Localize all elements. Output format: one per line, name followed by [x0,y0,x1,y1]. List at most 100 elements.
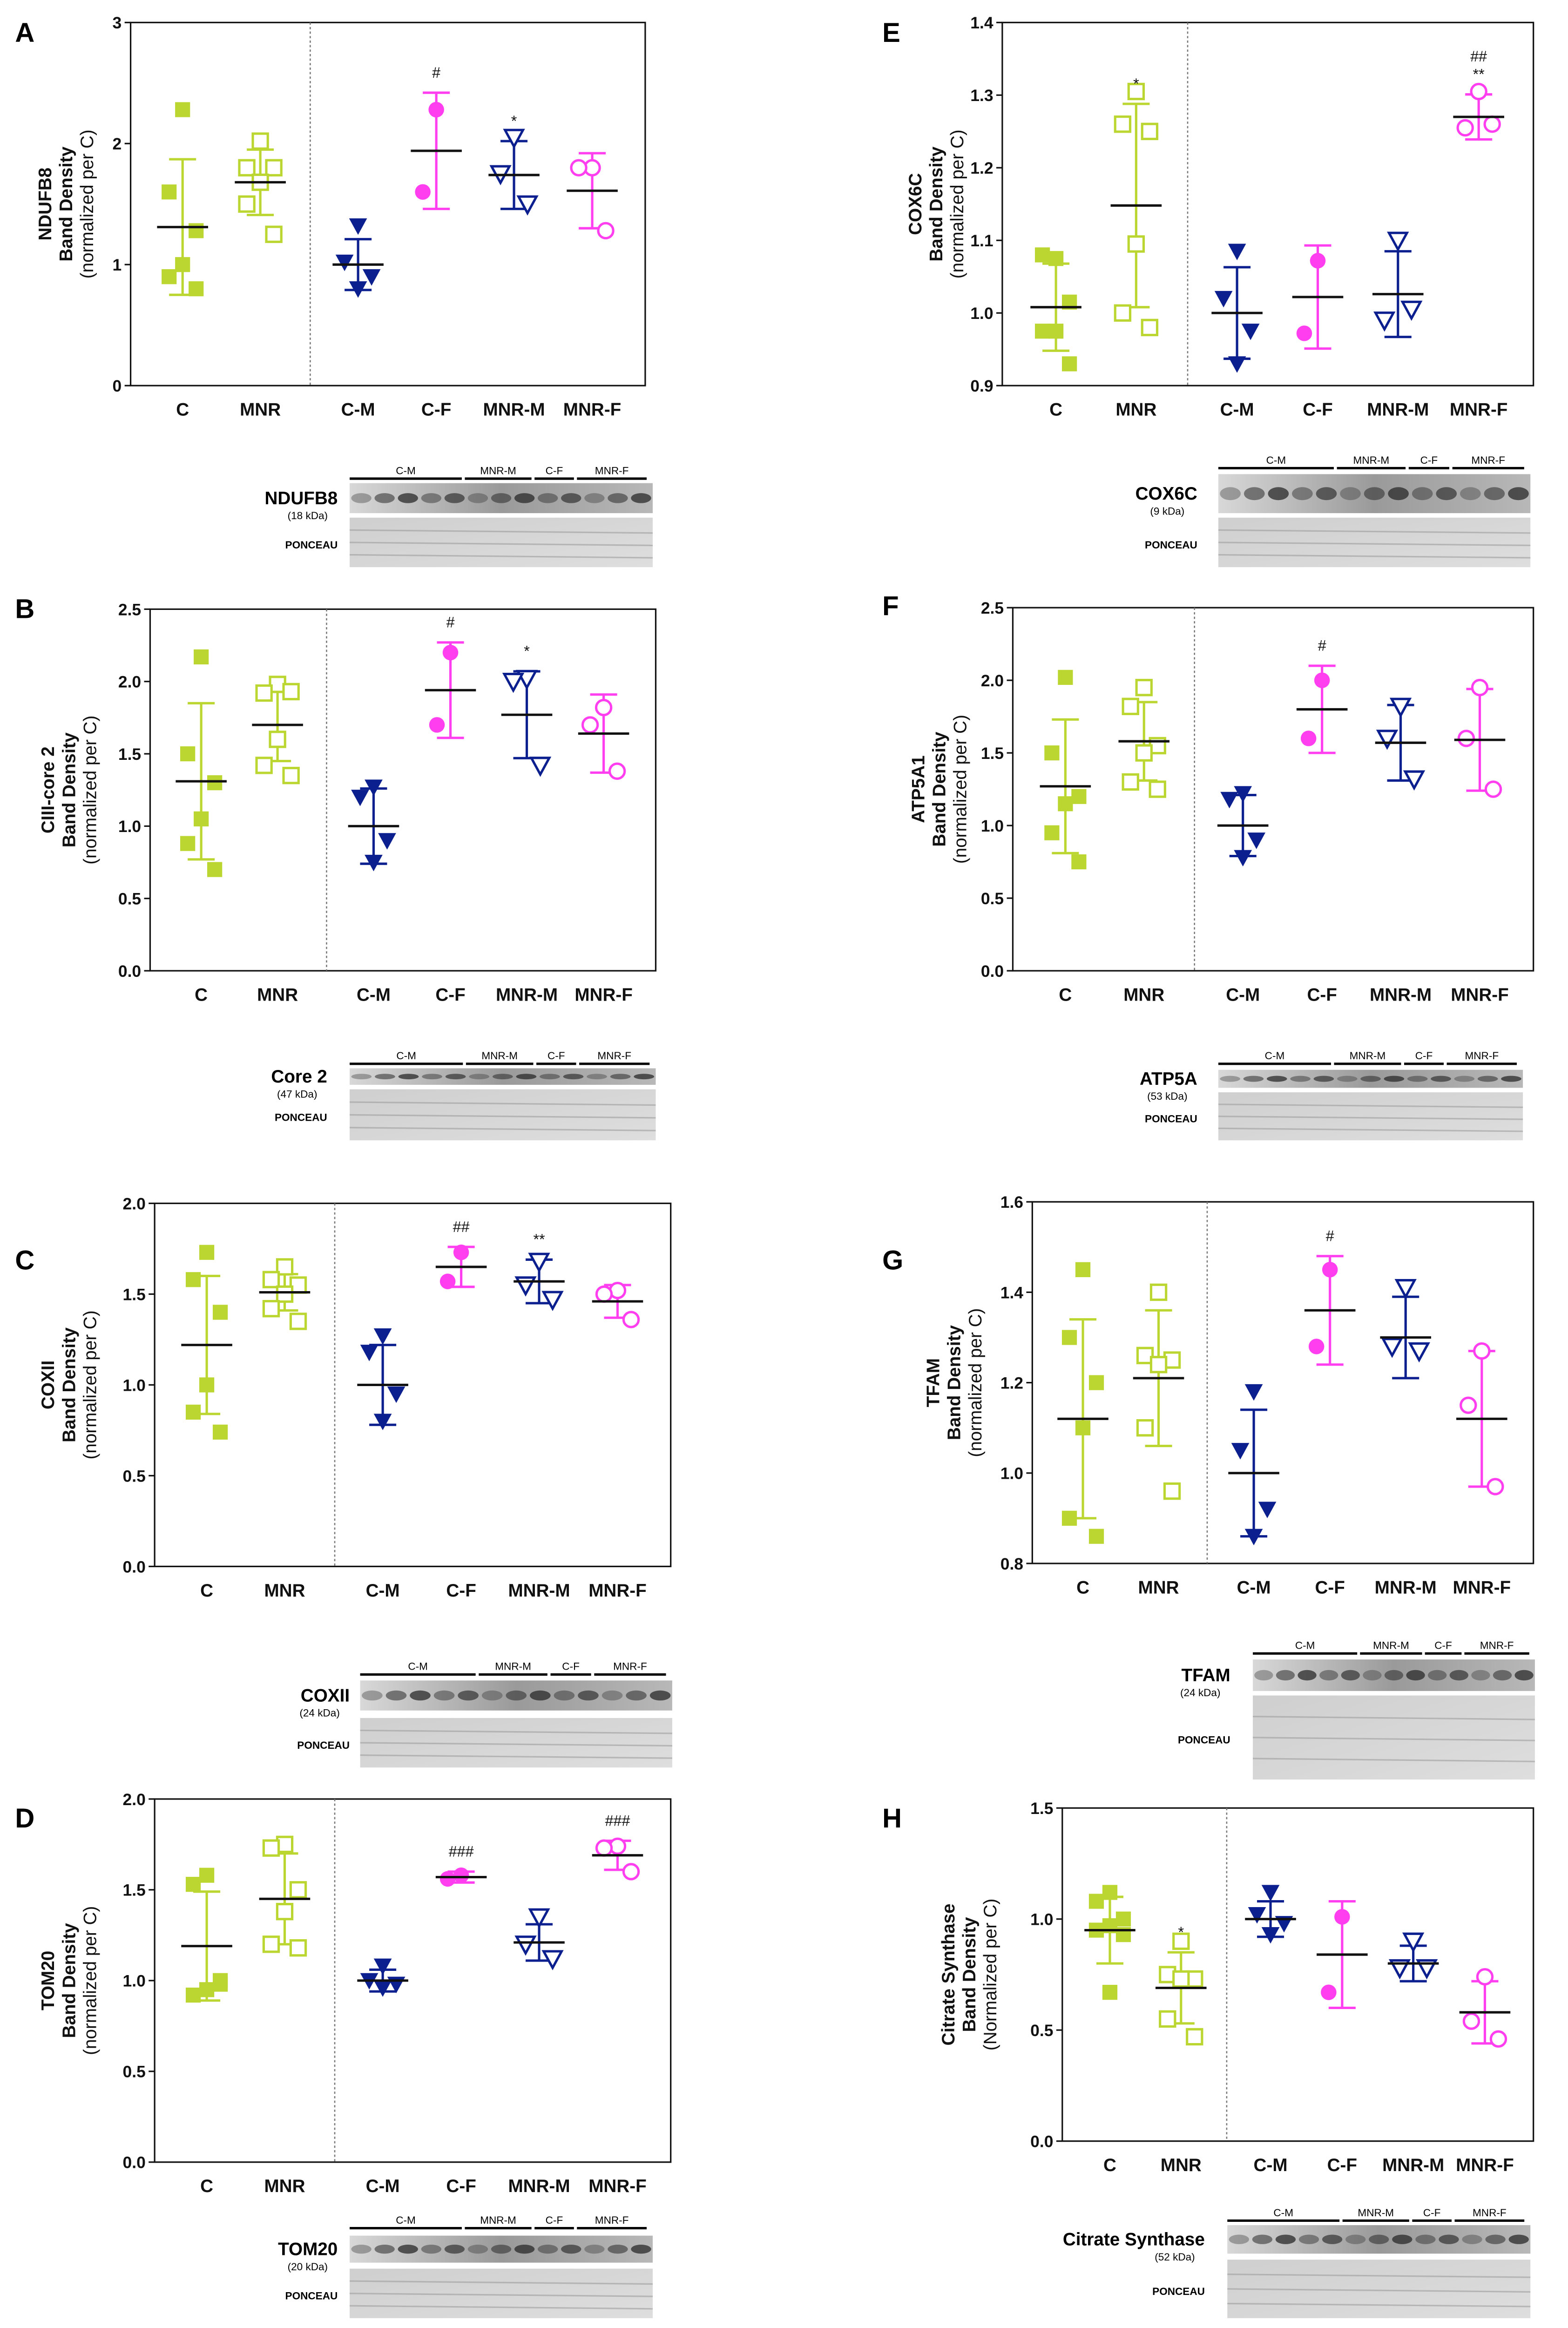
band [587,1074,607,1080]
x-tick-label: MNR [1138,1577,1179,1597]
series-c-f: # [411,64,462,210]
y-tick-label: 0.0 [981,962,1004,981]
lane-group-label: MNR-F [595,465,629,476]
significance-marker: ** [1473,66,1485,83]
filled-square-point [1088,1894,1104,1909]
y-tick-label: 0.0 [118,962,141,981]
x-tick-label: MNR-F [1451,985,1509,1005]
blot-protein-label: NDUFB8 [265,488,338,508]
y-label-measure: Band Density [59,1923,79,2038]
x-tick-label: C [195,985,208,1005]
open-circle-point [1460,1396,1477,1414]
open-triangle-point [1373,311,1396,332]
y-tick-label: 0.0 [123,2153,146,2172]
filled-square-point [189,223,204,238]
band [529,1690,551,1701]
filled-circle-point [439,1871,456,1887]
x-tick-label: MNR [1161,2155,1202,2175]
band [374,2244,395,2254]
open-square-point [1114,304,1132,322]
open-circle-point [581,716,599,734]
filled-square-point [1048,251,1064,266]
open-triangle-point [1408,1342,1430,1363]
band [421,493,442,503]
y-tick-label: 0.5 [118,890,141,908]
band [1266,1076,1287,1082]
open-square-point [1122,697,1139,715]
filled-square-point [1058,670,1073,685]
y-tick-label: 2.0 [118,673,141,691]
y-axis-label: TOM20 Band Density (normalized per C) [38,1906,100,2055]
band [602,1690,623,1701]
western-blot: C-M MNR-M C-F MNR-F Citrate Synthase(52 kDa)… [1063,2207,1531,2318]
plot-frame [129,21,646,386]
open-square-point [251,132,269,150]
band [398,1074,419,1080]
filled-square-point [1075,1262,1091,1278]
blot-protein-label: TOM20 [278,2240,338,2260]
y-tick-label: 1.0 [123,1972,146,1990]
x-tick-label: C-F [1303,400,1332,420]
band [410,1690,431,1701]
band [433,1690,455,1701]
open-square-point [262,1935,280,1953]
open-circle-point [1462,2012,1480,2030]
ponceau-band [1218,1127,1523,1132]
significance-marker: # [1326,1228,1334,1245]
open-square-point [1141,122,1159,140]
series-mnr: * [1110,75,1162,337]
filled-triangle-point [1234,786,1252,803]
band [537,493,558,503]
band [467,2244,488,2254]
series-c [1030,247,1081,372]
filled-square-point [189,281,204,297]
y-label-measure: Band Density [929,731,949,847]
y-axis-label: CIII-core 2 Band Density (normalized per C… [38,716,100,865]
y-tick-label: 3 [113,14,122,32]
y-tick-label: 1.1 [970,231,993,250]
series-c [181,1245,232,1440]
filled-square-point [162,269,177,284]
y-tick-label: 0.5 [981,889,1004,908]
lane-group-label: C-M [1266,454,1286,466]
plot-frame [149,608,657,972]
ponceau-band [350,2293,653,2297]
lane-group-label: MNR-F [1471,454,1505,466]
y-tick-label: 2.5 [981,599,1004,617]
band [481,1690,503,1701]
band [1460,487,1481,501]
series-mnr-m: ** [514,1231,565,1311]
lane-group-label: MNR-F [595,2214,629,2226]
open-triangle-point [514,1935,537,1956]
western-blot: C-M MNR-M C-F MNR-F COX6C(9 kDa) PONCEAU [1135,454,1531,568]
x-tick-label: C [200,1581,213,1601]
y-label-measure: Band Density [59,732,79,848]
filled-circle-point [1300,731,1317,746]
band [1431,1076,1451,1082]
lane-group-label: C-M [396,465,416,476]
band [563,1074,584,1080]
plot-frame [1001,21,1534,386]
filled-circle-point [453,1245,469,1260]
x-tick-label: C-M [1220,400,1254,420]
band [1514,1670,1534,1681]
band [1276,1670,1295,1681]
lane-group-label: MNR-M [480,465,516,476]
open-square-point [1114,115,1132,133]
y-axis-label: NDUFB8 Band Density (normalized per C) [35,129,97,278]
open-square-point [1172,1970,1190,1988]
x-tick-label: MNR-M [508,2176,570,2196]
y-tick-label: 1.0 [123,1376,146,1394]
y-label-protein: Citrate Synthase [939,1903,959,2045]
open-triangle-point [541,1291,564,1311]
series-c-m [1211,244,1263,373]
filled-square-point [1061,356,1077,372]
y-label-protein: CIII-core 2 [38,746,58,833]
series-mnr [259,1258,311,1330]
lane-group-label: C-F [546,2214,563,2226]
band [610,1074,631,1080]
filled-triangle-point [1220,792,1239,809]
open-circle-point [597,222,615,240]
open-square-point [238,195,256,213]
